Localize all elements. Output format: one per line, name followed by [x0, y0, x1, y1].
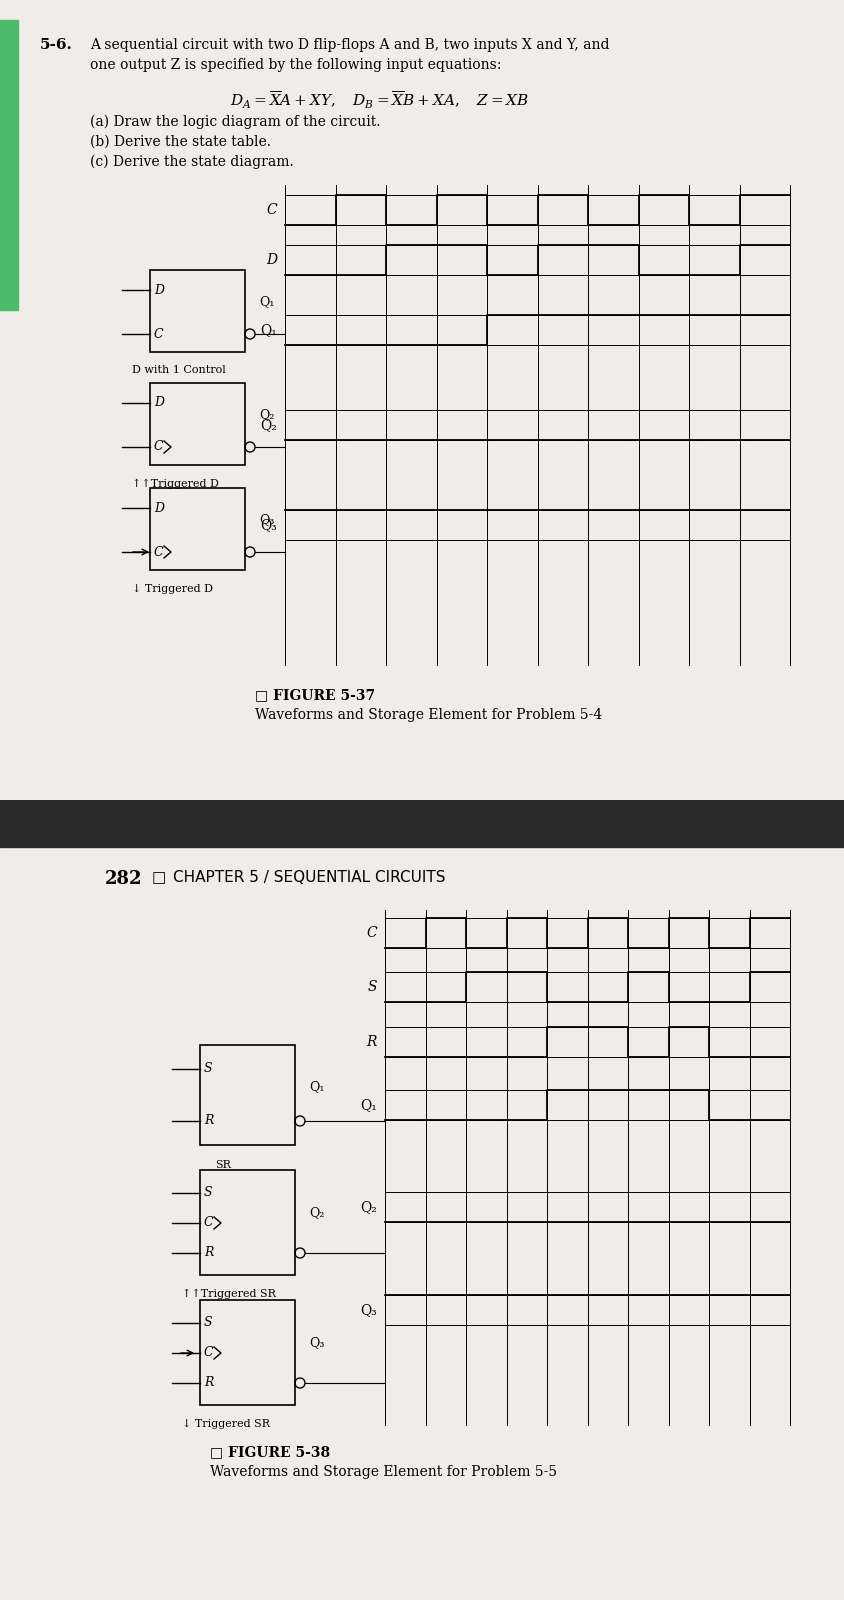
Text: Q₁: Q₁	[309, 1080, 324, 1093]
Bar	[200, 1299, 295, 1405]
Text: S: S	[204, 1317, 213, 1330]
Text: □: □	[152, 870, 166, 885]
Bar	[150, 382, 245, 466]
Text: C: C	[366, 926, 377, 939]
Text: one output Z is specified by the following input equations:: one output Z is specified by the followi…	[90, 58, 501, 72]
Text: R: R	[204, 1246, 214, 1259]
Text: ↑↑Triggered D: ↑↑Triggered D	[132, 478, 219, 490]
Bar	[0, 800, 844, 846]
Text: C: C	[154, 440, 164, 453]
Bar	[150, 488, 245, 570]
Text: D: D	[266, 253, 277, 267]
Text: D: D	[154, 397, 164, 410]
Text: Q₁: Q₁	[360, 1098, 377, 1112]
Text: Q₁: Q₁	[260, 323, 277, 338]
Text: (b) Derive the state table.: (b) Derive the state table.	[90, 134, 271, 149]
Text: S: S	[367, 979, 377, 994]
Text: (a) Draw the logic diagram of the circuit.: (a) Draw the logic diagram of the circui…	[90, 115, 381, 130]
Text: Q₃: Q₃	[260, 518, 277, 531]
Text: ↓ Triggered D: ↓ Triggered D	[132, 584, 213, 594]
Bar	[200, 1170, 295, 1275]
Text: Waveforms and Storage Element for Problem 5-4: Waveforms and Storage Element for Proble…	[255, 707, 603, 722]
Text: □ FIGURE 5-37: □ FIGURE 5-37	[255, 688, 375, 702]
Text: 5-6.: 5-6.	[40, 38, 73, 51]
Text: 282: 282	[105, 870, 143, 888]
Text: S: S	[204, 1062, 213, 1075]
Bar	[150, 270, 245, 352]
Text: C: C	[154, 328, 164, 341]
Text: A sequential circuit with two D flip-flops A and B, two inputs X and Y, and: A sequential circuit with two D flip-flo…	[90, 38, 609, 51]
Text: D with 1 Control: D with 1 Control	[132, 365, 225, 374]
Text: Q₃: Q₃	[360, 1302, 377, 1317]
Text: (c) Derive the state diagram.: (c) Derive the state diagram.	[90, 155, 294, 170]
Text: $D_A = \overline{X}A + XY,$   $D_B = \overline{X}B + XA,$   $Z = XB$: $D_A = \overline{X}A + XY,$ $D_B = \over…	[230, 90, 529, 110]
Text: Q₂: Q₂	[259, 408, 274, 421]
Text: R: R	[204, 1376, 214, 1389]
Text: ↓ Triggered SR: ↓ Triggered SR	[182, 1419, 270, 1429]
Text: Q₃: Q₃	[259, 514, 274, 526]
Text: C: C	[154, 546, 164, 558]
Bar	[0, 19, 18, 310]
Bar	[200, 1045, 295, 1146]
Text: Waveforms and Storage Element for Problem 5-5: Waveforms and Storage Element for Proble…	[210, 1466, 557, 1478]
Text: Q₃: Q₃	[309, 1336, 324, 1349]
Text: ↑↑Triggered SR: ↑↑Triggered SR	[182, 1290, 276, 1299]
Text: Q₂: Q₂	[360, 1200, 377, 1214]
Text: R: R	[204, 1115, 214, 1128]
Text: □ FIGURE 5-38: □ FIGURE 5-38	[210, 1445, 330, 1459]
Text: Q₂: Q₂	[260, 418, 277, 432]
Text: R: R	[366, 1035, 377, 1050]
Text: Q₁: Q₁	[259, 296, 274, 309]
Text: D: D	[154, 283, 164, 296]
Text: CHAPTER 5 / SEQUENTIAL CIRCUITS: CHAPTER 5 / SEQUENTIAL CIRCUITS	[173, 870, 446, 885]
Text: C: C	[267, 203, 277, 218]
Polygon shape	[0, 301, 18, 310]
Text: D: D	[154, 501, 164, 515]
Text: Q₂: Q₂	[309, 1206, 324, 1219]
Text: C: C	[204, 1347, 214, 1360]
Text: SR: SR	[215, 1160, 231, 1170]
Text: S: S	[204, 1187, 213, 1200]
Text: C: C	[204, 1216, 214, 1229]
